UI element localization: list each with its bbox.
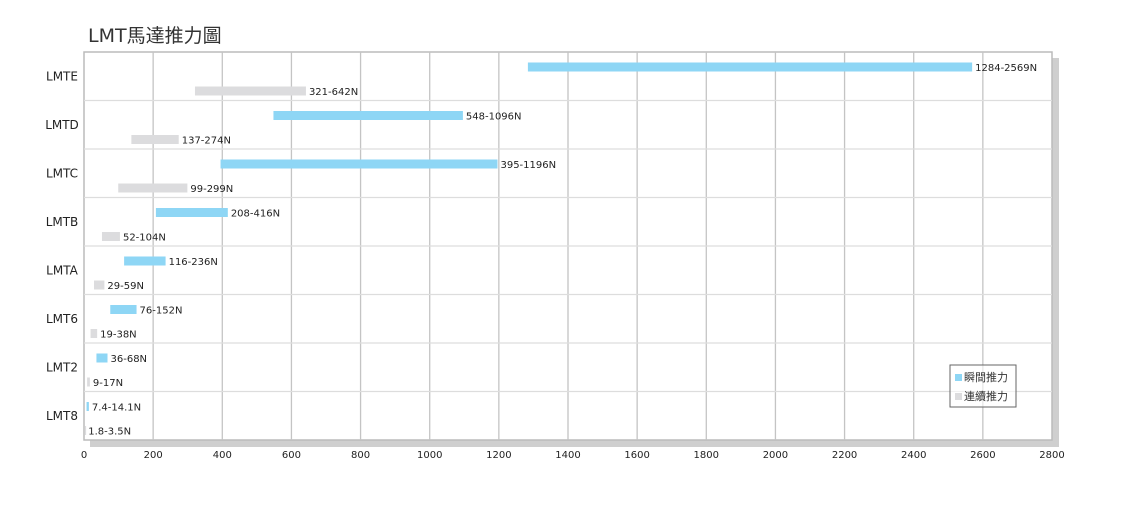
- legend-swatch: [955, 374, 962, 381]
- y-category-label: LMT8: [46, 409, 78, 423]
- y-category-label: LMTE: [46, 69, 78, 83]
- legend-label: 連續推力: [964, 389, 1008, 403]
- x-tick-label: 2200: [832, 450, 857, 461]
- data-label: 19-38N: [100, 330, 137, 341]
- y-category-label: LMT2: [46, 360, 78, 374]
- bar-instant: [155, 208, 228, 217]
- bar-instant: [124, 256, 166, 266]
- data-label: 36-68N: [111, 354, 148, 365]
- plot-shadow-right: [1052, 58, 1059, 447]
- y-category-label: LMTD: [45, 118, 79, 132]
- x-tick-label: 1000: [417, 450, 442, 461]
- bar-continuous: [118, 183, 188, 193]
- data-label: 1.8-3.5N: [88, 427, 131, 438]
- bar-continuous: [84, 426, 87, 435]
- y-category-label: LMT6: [46, 312, 78, 326]
- x-tick-label: 800: [351, 450, 370, 461]
- data-label: 7.4-14.1N: [92, 403, 141, 414]
- data-label: 137-274N: [182, 136, 231, 147]
- x-tick-label: 0: [81, 450, 87, 461]
- data-label: 29-59N: [107, 281, 144, 292]
- legend-label: 瞬間推力: [964, 370, 1008, 384]
- y-category-label: LMTC: [46, 166, 78, 180]
- bar-continuous: [94, 280, 105, 290]
- data-label: 1284-2569N: [975, 63, 1037, 74]
- chart-title: LMT馬達推力圖: [88, 25, 222, 47]
- x-tick-label: 1200: [486, 450, 511, 461]
- x-tick-label: 2000: [763, 450, 788, 461]
- bar-instant: [273, 111, 463, 120]
- data-label: 321-642N: [309, 87, 358, 98]
- bar-continuous: [101, 232, 120, 241]
- x-tick-label: 2600: [970, 450, 995, 461]
- x-tick-label: 1600: [624, 450, 649, 461]
- x-tick-label: 600: [282, 450, 301, 461]
- bar-instant: [220, 159, 498, 169]
- x-tick-label: 1400: [555, 450, 580, 461]
- x-tick-label: 1800: [694, 450, 719, 461]
- x-tick-label: 2400: [901, 450, 926, 461]
- x-tick-label: 2800: [1039, 450, 1064, 461]
- bar-continuous: [87, 377, 90, 387]
- x-tick-label: 200: [144, 450, 163, 461]
- bar-continuous: [194, 86, 306, 96]
- data-label: 208-416N: [231, 209, 280, 220]
- bar-continuous: [90, 329, 98, 338]
- data-label: 99-299N: [190, 184, 233, 195]
- y-category-label: LMTB: [46, 215, 79, 229]
- legend-swatch: [955, 393, 962, 400]
- bar-instant: [96, 353, 108, 363]
- data-label: 116-236N: [169, 257, 218, 268]
- data-label: 548-1096N: [466, 112, 522, 123]
- x-tick-label: 400: [213, 450, 232, 461]
- data-label: 76-152N: [140, 306, 183, 317]
- y-category-label: LMTA: [46, 263, 78, 277]
- data-label: 9-17N: [93, 378, 123, 389]
- bar-instant: [527, 62, 973, 72]
- bar-instant: [86, 402, 89, 411]
- data-label: 52-104N: [123, 233, 166, 244]
- bar-continuous: [131, 135, 179, 144]
- plot-shadow-bottom: [90, 440, 1059, 447]
- data-label: 395-1196N: [500, 160, 556, 171]
- bar-instant: [110, 305, 137, 314]
